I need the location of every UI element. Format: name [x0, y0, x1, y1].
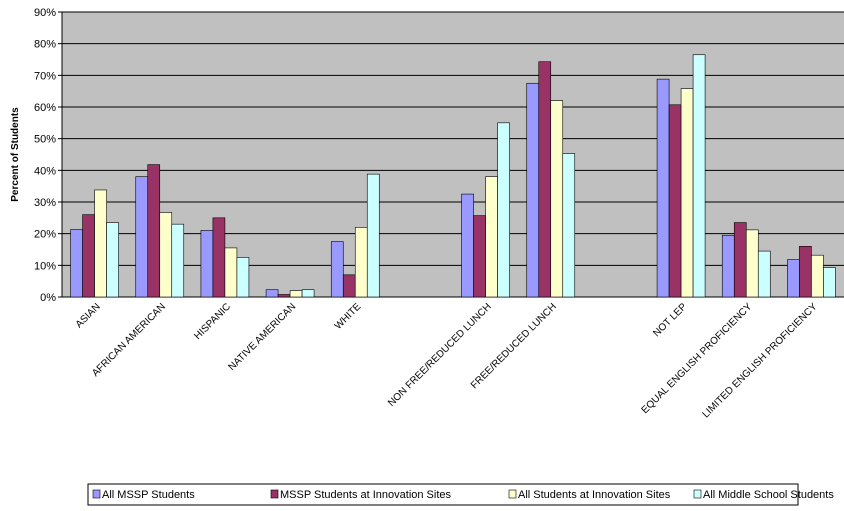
bar [265, 289, 279, 298]
y-tick-label: 60% [34, 102, 56, 114]
bar [668, 104, 682, 298]
legend-entry: All Middle School Students [703, 489, 834, 501]
bar [823, 267, 836, 298]
x-category-label: NOT LEP [651, 301, 689, 339]
bar [733, 222, 747, 298]
x-category-label: WHITE [333, 301, 364, 332]
bar [159, 212, 173, 298]
y-tick-label: 50% [34, 134, 56, 146]
x-category-label: LIMITED ENGLISH PROFICIENCY [701, 301, 820, 420]
bar [721, 234, 735, 298]
bar [289, 290, 303, 298]
bar [680, 88, 694, 298]
bar [461, 193, 474, 298]
legend-swatch [693, 489, 702, 499]
bar [485, 176, 498, 298]
bar [82, 214, 95, 298]
bar [106, 222, 119, 298]
bar [70, 229, 83, 298]
bar [745, 229, 759, 298]
bars [70, 54, 836, 298]
x-category-label: AFRICAN AMERICAN [90, 301, 168, 379]
legend-swatch [508, 489, 517, 499]
bar [497, 122, 510, 298]
bar [301, 289, 315, 298]
x-category-label: NATIVE AMERICAN [227, 301, 299, 373]
x-category-label: HISPANIC [192, 301, 233, 342]
y-tick-label: 90% [34, 7, 56, 19]
x-category-label: EQUAL ENGLISH PROFICIENCY [640, 301, 755, 416]
bar [147, 164, 161, 298]
bar [550, 100, 564, 298]
y-tick-label: 10% [34, 260, 56, 272]
y-axis-label: Percent of Students [10, 107, 21, 202]
gridlines [62, 11, 844, 298]
legend-entry: All MSSP Students [102, 489, 195, 501]
plot-area [62, 12, 844, 297]
bar [787, 259, 800, 298]
bar [562, 153, 576, 298]
bar [135, 176, 149, 298]
bar [656, 78, 670, 298]
y-tick-label: 20% [34, 229, 56, 241]
y-tick-label: 80% [34, 39, 56, 51]
legend-swatch [92, 489, 101, 499]
y-tick-label: 0% [40, 292, 56, 304]
legend-swatch [270, 489, 279, 499]
y-axis-ticks: 0% 10% 20% 30% 40% 50% 60% 70% 80% 90% [34, 7, 844, 304]
legend-box [87, 483, 799, 506]
y-tick-label: 40% [34, 165, 56, 177]
bar [94, 189, 107, 298]
bar [692, 54, 706, 298]
bar [330, 241, 344, 298]
bar [799, 246, 812, 298]
x-category-label: ASIAN [74, 301, 103, 330]
bar [236, 257, 250, 298]
y-tick-label: 70% [34, 70, 56, 82]
bar [538, 61, 552, 298]
bar [366, 173, 380, 298]
bar [212, 217, 226, 298]
legend-entry: MSSP Students at Innovation Sites [280, 489, 452, 501]
legend-entry: All Students at Innovation Sites [518, 489, 671, 501]
bar [171, 223, 185, 298]
x-category-label: NON FREE/REDUCED LUNCH [386, 301, 494, 409]
bar [354, 227, 368, 298]
bar [200, 230, 214, 298]
legend: All MSSP Students MSSP Students at Innova… [87, 483, 834, 506]
bar [757, 250, 771, 298]
bar [342, 274, 356, 298]
y-tick-label: 30% [34, 197, 56, 209]
bar [526, 82, 540, 298]
bar [811, 254, 824, 298]
bar [224, 247, 238, 298]
bar [473, 215, 486, 298]
bar [277, 294, 291, 298]
